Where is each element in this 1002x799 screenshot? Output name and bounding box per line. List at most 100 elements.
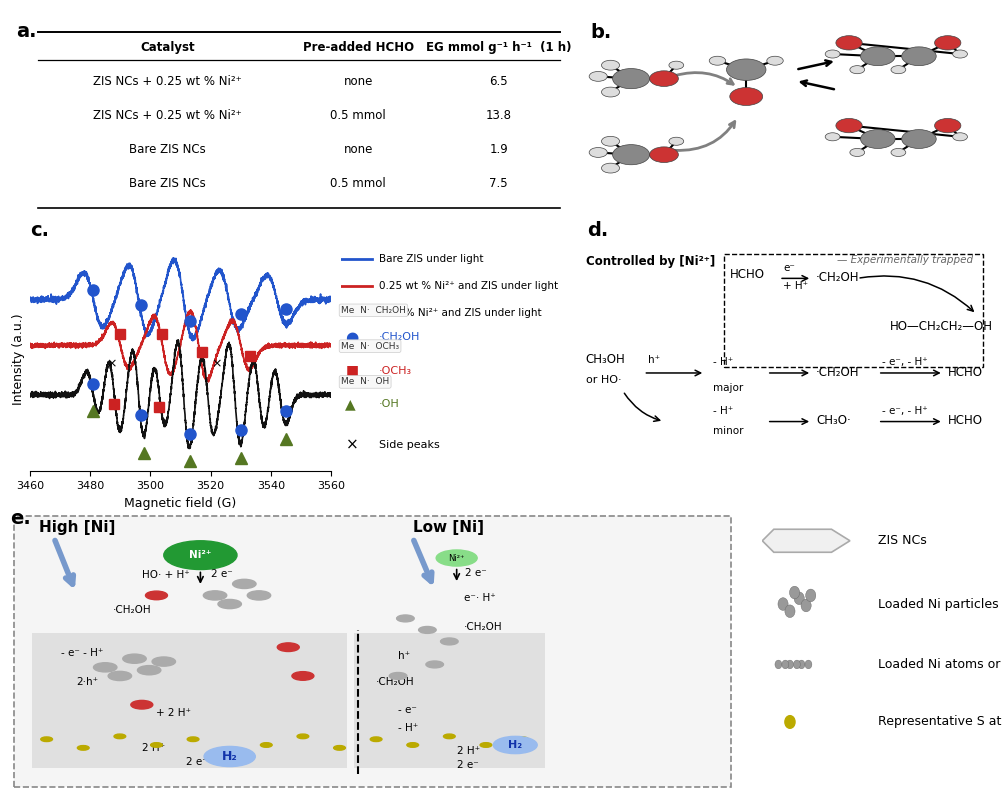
Text: 0.5 mmol: 0.5 mmol: [330, 109, 386, 122]
Circle shape: [825, 50, 839, 58]
Text: 7.5: 7.5: [489, 177, 507, 190]
Circle shape: [668, 137, 683, 145]
Circle shape: [805, 589, 815, 602]
Circle shape: [418, 626, 436, 634]
Circle shape: [389, 673, 407, 679]
Circle shape: [247, 590, 271, 600]
Circle shape: [443, 734, 455, 738]
Text: Bare ZIS under light: Bare ZIS under light: [378, 254, 483, 264]
Circle shape: [480, 743, 491, 747]
Circle shape: [601, 87, 619, 97]
Text: Controlled by [Ni²⁺]: Controlled by [Ni²⁺]: [585, 256, 714, 268]
Circle shape: [232, 579, 256, 589]
Circle shape: [952, 133, 967, 141]
Text: ■: ■: [345, 364, 358, 378]
Text: - e⁻ - H⁺: - e⁻ - H⁺: [61, 648, 103, 658]
Text: HO· + H⁺: HO· + H⁺: [141, 570, 189, 580]
Text: ·CH₂OH: ·CH₂OH: [816, 271, 859, 284]
Text: Ni²⁺: Ni²⁺: [448, 554, 465, 562]
Text: + 2 H⁺: + 2 H⁺: [156, 708, 191, 718]
Circle shape: [782, 660, 788, 669]
Circle shape: [798, 660, 805, 669]
Circle shape: [668, 62, 683, 70]
Text: Ni²⁺: Ni²⁺: [189, 551, 211, 560]
Text: Loaded Ni particles: Loaded Ni particles: [877, 598, 997, 610]
Text: Catalyst: Catalyst: [140, 42, 194, 54]
Circle shape: [785, 716, 795, 729]
Text: High [Ni]: High [Ni]: [39, 520, 115, 535]
Circle shape: [612, 69, 649, 89]
Text: Representative S atoms: Representative S atoms: [877, 715, 1002, 729]
Text: ZIS NCs + 0.25 wt % Ni²⁺: ZIS NCs + 0.25 wt % Ni²⁺: [93, 75, 241, 89]
Circle shape: [426, 661, 443, 668]
Text: ·CH₂OH: ·CH₂OH: [376, 677, 415, 686]
Circle shape: [203, 590, 226, 600]
Circle shape: [588, 71, 606, 81]
Text: ·CH₂OH: ·CH₂OH: [378, 332, 420, 342]
Circle shape: [187, 737, 198, 741]
Text: ·CH₂OH: ·CH₂OH: [816, 365, 859, 379]
Circle shape: [77, 745, 89, 750]
Circle shape: [725, 59, 766, 81]
Circle shape: [370, 737, 382, 741]
Circle shape: [277, 643, 299, 651]
Circle shape: [292, 672, 314, 680]
X-axis label: Magnetic field (G): Magnetic field (G): [124, 497, 236, 510]
Circle shape: [612, 145, 649, 165]
Circle shape: [145, 591, 167, 600]
Text: 2 H⁺: 2 H⁺: [456, 745, 479, 756]
Text: ZIS NCs + 0.25 wt % Ni²⁺: ZIS NCs + 0.25 wt % Ni²⁺: [93, 109, 241, 122]
Circle shape: [493, 737, 537, 753]
Text: ZIS NCs: ZIS NCs: [877, 535, 926, 547]
Text: — Experimentally trapped: — Experimentally trapped: [836, 256, 972, 265]
Text: HCHO: HCHO: [947, 365, 982, 379]
Text: 2 H⁺: 2 H⁺: [141, 743, 164, 753]
Text: or HO·: or HO·: [585, 376, 621, 385]
Text: Loaded Ni atoms or clusters: Loaded Ni atoms or clusters: [877, 658, 1002, 671]
Text: H₂: H₂: [508, 740, 522, 750]
Polygon shape: [762, 529, 849, 552]
Text: 2·h⁺: 2·h⁺: [76, 677, 98, 686]
Text: c.: c.: [30, 221, 49, 240]
Circle shape: [93, 662, 117, 672]
Circle shape: [601, 137, 619, 146]
Circle shape: [130, 701, 152, 709]
Text: h⁺: h⁺: [398, 650, 410, 661]
Text: none: none: [344, 143, 373, 157]
Text: d.: d.: [586, 221, 607, 240]
Circle shape: [934, 118, 960, 133]
Text: 13.8: 13.8: [485, 109, 511, 122]
Circle shape: [786, 660, 793, 669]
Circle shape: [934, 36, 960, 50]
Circle shape: [835, 118, 862, 133]
Text: ·CH₂OH: ·CH₂OH: [464, 622, 502, 632]
Circle shape: [203, 746, 256, 766]
Circle shape: [588, 148, 606, 157]
Y-axis label: Intensity (a.u.): Intensity (a.u.): [11, 314, 24, 405]
Text: 0.5 mmol: 0.5 mmol: [330, 177, 386, 190]
Circle shape: [901, 129, 935, 149]
Circle shape: [708, 56, 725, 66]
Text: minor: minor: [712, 427, 743, 436]
Text: e⁻: e⁻: [783, 263, 795, 272]
Text: major: major: [712, 383, 742, 393]
Circle shape: [775, 660, 782, 669]
Text: - H⁺: - H⁺: [712, 357, 732, 368]
Text: ·OCH₃: ·OCH₃: [378, 366, 411, 376]
Text: 3 wt % Ni²⁺ and ZIS under light: 3 wt % Ni²⁺ and ZIS under light: [378, 308, 541, 317]
Text: Me  N·  CH₂OH: Me N· CH₂OH: [341, 306, 406, 315]
Text: + H⁺: + H⁺: [783, 280, 808, 291]
Circle shape: [114, 734, 125, 738]
Circle shape: [601, 60, 619, 70]
Text: h⁺: h⁺: [647, 355, 659, 365]
Circle shape: [516, 737, 528, 741]
Text: b.: b.: [589, 22, 610, 42]
Text: 0.25 wt % Ni²⁺ and ZIS under light: 0.25 wt % Ni²⁺ and ZIS under light: [378, 280, 557, 291]
Circle shape: [334, 745, 345, 750]
Circle shape: [440, 638, 458, 645]
Text: ▲: ▲: [345, 397, 356, 411]
Circle shape: [729, 88, 762, 105]
Circle shape: [849, 149, 864, 157]
Circle shape: [785, 605, 795, 618]
Text: Me  N·  OH: Me N· OH: [341, 377, 389, 387]
